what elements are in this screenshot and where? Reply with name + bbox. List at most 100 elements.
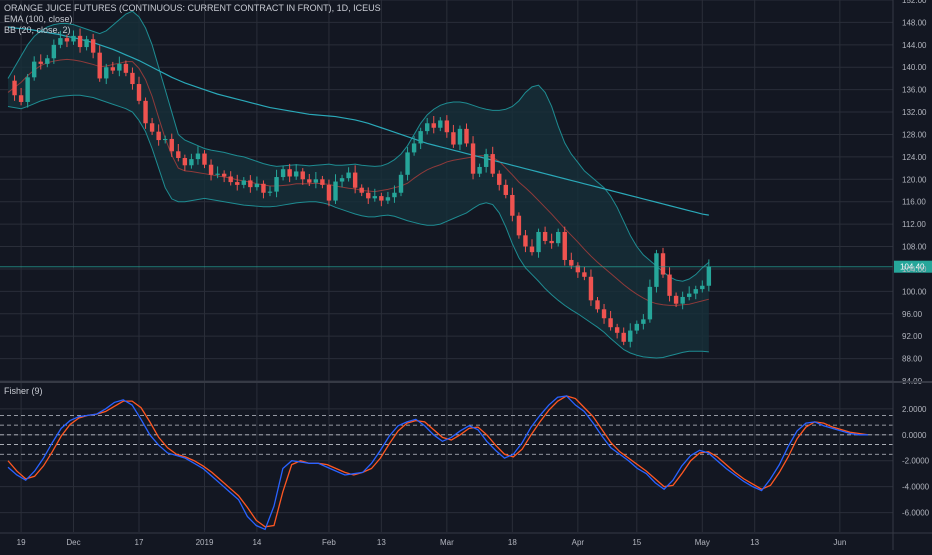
candle-down <box>379 196 384 201</box>
candle-up <box>628 330 633 342</box>
candle-down <box>18 95 24 102</box>
candle-down <box>582 272 587 277</box>
date-tick-label: 13 <box>750 538 759 547</box>
candle-down <box>64 38 70 42</box>
candle-down <box>490 154 495 174</box>
candle-down <box>366 192 371 199</box>
date-tick-label: May <box>695 538 710 547</box>
candle-up <box>483 154 489 167</box>
bb-basis-line <box>7 58 709 306</box>
candle-up <box>372 196 377 199</box>
candle-down <box>621 332 626 342</box>
fisher-line <box>7 395 868 531</box>
candle-up <box>654 253 659 287</box>
candle-down <box>673 295 679 304</box>
candle-up <box>254 183 260 188</box>
ema-legend[interactable]: EMA (100, close) <box>4 14 73 24</box>
candle-up <box>438 120 443 128</box>
candle-up <box>267 191 273 193</box>
date-tick-label: 13 <box>377 538 386 547</box>
candle-up <box>104 67 109 79</box>
fisher-tick-label: 2.0000 <box>902 405 927 414</box>
fisher-legend[interactable]: Fisher (9) <box>4 386 43 396</box>
symbol-title[interactable]: ORANGE JUICE FUTURES (CONTINUOUS: CURREN… <box>4 3 381 13</box>
ema-100-line <box>7 26 709 216</box>
candle-down <box>352 172 358 188</box>
candle-up <box>215 173 220 175</box>
last-price-marker: 104.40 <box>0 260 932 273</box>
price-tick-label: 116.00 <box>902 198 926 207</box>
price-tick-label: 92.00 <box>902 332 923 341</box>
price-tick-label: 120.00 <box>902 175 927 184</box>
candle-up <box>425 123 430 132</box>
candle-down <box>300 171 305 180</box>
price-tick-label: 100.00 <box>902 287 927 296</box>
candle-up <box>313 179 319 183</box>
date-tick-label: Mar <box>440 538 454 547</box>
candle-down <box>182 158 188 166</box>
date-tick-label: Feb <box>322 538 336 547</box>
candle-down <box>497 173 502 185</box>
candle-up <box>163 138 168 141</box>
candle-up <box>294 171 299 177</box>
date-tick-label: 18 <box>508 538 517 547</box>
last-price-label: 104.40 <box>900 263 925 272</box>
candle-up <box>556 231 561 244</box>
bb-upper-line <box>7 10 710 282</box>
candle-up <box>58 38 63 45</box>
candle-up <box>647 286 653 320</box>
candle-down <box>542 231 548 241</box>
candle-down <box>326 184 332 201</box>
candle-up <box>641 319 646 324</box>
candle-up <box>84 39 89 48</box>
candle-down <box>156 131 161 141</box>
candle-up <box>339 178 345 182</box>
candle-up <box>274 177 279 192</box>
price-tick-label: 148.00 <box>902 18 927 27</box>
candle-up <box>32 61 37 78</box>
candle-down <box>569 259 574 266</box>
candle-up <box>25 77 30 102</box>
candle-down <box>176 151 181 159</box>
candle-down <box>523 235 528 247</box>
price-tick-label: 96.00 <box>902 310 923 319</box>
candle-down <box>130 72 135 85</box>
candle-up <box>117 63 122 71</box>
date-tick-label: 2019 <box>196 538 214 547</box>
candle-down <box>248 180 253 188</box>
candle-up <box>536 231 541 253</box>
candle-up <box>405 152 410 175</box>
candle-up <box>634 323 639 331</box>
candle-up <box>280 169 286 178</box>
candles-layer <box>12 28 712 348</box>
candle-down <box>143 100 148 124</box>
date-tick-label: 17 <box>135 538 144 547</box>
candle-down <box>614 327 620 333</box>
candle-up <box>392 192 397 198</box>
bb-legend[interactable]: BB (20, close, 2) <box>4 25 71 35</box>
candle-up <box>71 35 76 42</box>
candle-up <box>693 289 698 294</box>
candle-up <box>411 143 417 153</box>
candle-down <box>667 274 672 296</box>
bollinger-bands <box>7 10 710 359</box>
candle-down <box>562 231 567 260</box>
candle-down <box>38 61 43 64</box>
candle-down <box>516 215 522 236</box>
candle-up <box>706 266 712 286</box>
candle-down <box>208 164 214 175</box>
price-tick-label: 144.00 <box>902 41 927 50</box>
candle-down <box>123 63 129 73</box>
candle-down <box>12 80 17 96</box>
candle-up <box>418 131 423 144</box>
candle-up <box>51 44 57 59</box>
fisher-indicator <box>0 395 893 531</box>
candle-down <box>359 187 364 193</box>
candle-down <box>444 120 450 133</box>
price-tick-label: 140.00 <box>902 63 927 72</box>
date-tick-label: 14 <box>252 538 261 547</box>
ema-line <box>7 26 709 216</box>
